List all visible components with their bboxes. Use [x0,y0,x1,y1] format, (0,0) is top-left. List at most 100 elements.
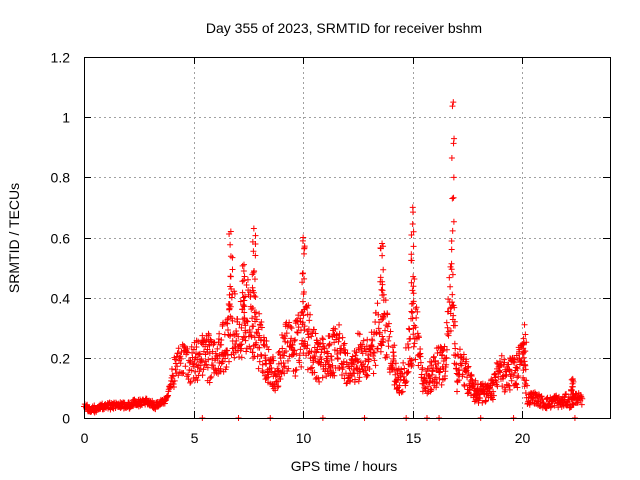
data-point [522,331,529,338]
data-point [513,381,520,388]
data-point [374,300,381,307]
data-point [208,338,215,345]
data-point [187,379,194,386]
data-point [204,346,211,353]
data-point [172,356,179,363]
data-point [371,349,378,356]
data-point [171,377,178,384]
data-point [316,378,323,385]
data-point [218,336,225,343]
data-point [417,359,424,366]
x-tick-label: 20 [515,430,531,446]
data-point [408,279,415,286]
data-point [250,225,257,232]
data-point [380,336,387,343]
data-point [451,351,458,358]
data-point [242,337,249,344]
data-point [200,366,207,373]
data-point [413,314,420,321]
data-point [299,319,306,326]
data-point [206,342,213,349]
data-point [194,377,201,384]
data-point [548,403,555,410]
data-point [340,364,347,371]
data-point [514,384,521,391]
data-point [411,276,418,283]
data-point [464,390,471,397]
data-point [256,310,263,317]
data-point [410,343,417,350]
data-point [490,392,497,399]
data-point [277,351,284,358]
data-point [339,334,346,341]
data-point [448,266,455,273]
data-point [409,221,416,228]
data-point [378,286,385,293]
data-point [312,330,319,337]
data-point [195,338,202,345]
data-point [398,366,405,373]
data-point [443,354,450,361]
data-point [448,246,455,253]
data-point [282,333,289,340]
data-point [376,329,383,336]
data-point [387,328,394,335]
data-point [448,155,455,162]
data-point [241,309,248,316]
y-tick-label: 0.8 [51,170,71,186]
data-point [451,318,458,325]
data-point [319,374,326,381]
data-point [227,313,234,320]
data-point [278,370,285,377]
data-point [399,370,406,377]
data-point [365,356,372,363]
data-point [240,302,247,309]
data-point [320,336,327,343]
data-point [364,372,371,379]
x-tick-label: 10 [296,430,312,446]
data-point [305,350,312,357]
data-point [250,248,257,255]
data-point [408,231,415,238]
data-point [213,353,220,360]
data-point [359,341,366,348]
data-point [330,369,337,376]
data-point [456,346,463,353]
data-point [515,372,522,379]
data-point [441,343,448,350]
data-point [310,326,317,333]
data-point [380,266,387,273]
data-point [464,374,471,381]
data-point [262,355,269,362]
data-point [392,360,399,367]
data-point [262,352,269,359]
data-point [497,369,504,376]
data-point [253,316,260,323]
data-point [364,336,371,343]
data-point [251,276,258,283]
data-point [274,384,281,391]
data-point [578,401,585,408]
data-point [519,351,526,358]
data-point [404,369,411,376]
data-point [498,352,505,359]
data-point [268,369,275,376]
data-point [326,333,333,340]
data-point [304,342,311,349]
data-point [446,274,453,281]
data-point [223,363,230,370]
data-point [168,366,175,373]
data-point [233,327,240,334]
data-point [432,361,439,368]
data-point [383,322,390,329]
data-point [289,342,296,349]
data-point [334,355,341,362]
data-point [228,315,235,322]
data-point [419,388,426,395]
data-point [338,345,345,352]
data-point [296,359,303,366]
data-point [211,339,218,346]
data-point [235,333,242,340]
data-point [251,268,258,275]
